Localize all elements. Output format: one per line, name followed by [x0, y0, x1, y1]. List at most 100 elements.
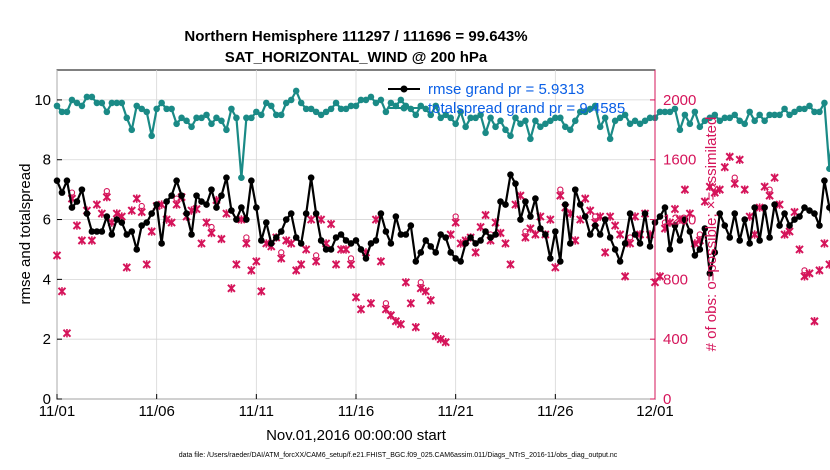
- totalspread-point: [248, 114, 255, 122]
- obs-assimilated-marker: [197, 239, 206, 248]
- totalspread-point: [457, 108, 464, 116]
- legend: rmse grand pr = 5.9313 totalspread grand…: [388, 81, 625, 117]
- rmse-point: [821, 177, 828, 184]
- totalspread-point: [118, 99, 126, 107]
- totalspread-point: [357, 96, 365, 104]
- obs-assimilated-marker: [456, 239, 465, 248]
- obs-assimilated-marker: [620, 272, 630, 281]
- totalspread-point: [781, 105, 788, 113]
- rmse-point: [153, 201, 160, 208]
- legend-rmse-marker: [400, 85, 408, 93]
- obs-assimilated-marker: [556, 191, 565, 200]
- obs-possible-marker: [557, 186, 564, 193]
- totalspread-point: [158, 99, 165, 107]
- rmse-point: [761, 204, 768, 211]
- obs-assimilated-marker: [147, 227, 156, 236]
- obs-assimilated-marker: [366, 299, 376, 308]
- totalspread-point: [606, 135, 614, 143]
- rmse-point: [173, 177, 180, 184]
- rmse-point: [78, 186, 86, 193]
- obs-assimilated-marker: [795, 245, 804, 254]
- rmse-point: [263, 219, 270, 226]
- y2-tick-label: 1600: [663, 152, 696, 169]
- rmse-point: [656, 213, 664, 220]
- totalspread-point: [796, 105, 803, 113]
- rmse-point: [522, 198, 529, 205]
- rmse-point: [507, 171, 514, 178]
- rmse-point: [367, 240, 375, 247]
- rmse-point: [666, 246, 674, 253]
- rmse-point: [731, 210, 739, 217]
- totalspread-point: [696, 123, 704, 131]
- obs-assimilated-marker: [441, 337, 450, 347]
- rmse-point: [571, 186, 579, 193]
- rmse-point: [68, 204, 76, 211]
- obs-assimilated-marker: [87, 236, 97, 245]
- rmse-point: [646, 243, 654, 250]
- totalspread-point: [93, 99, 101, 107]
- rmse-point: [243, 216, 250, 223]
- totalspread-point: [432, 102, 440, 110]
- rmse-point: [437, 231, 445, 238]
- rmse-point: [213, 204, 220, 211]
- rmse-point: [576, 201, 584, 208]
- obs-assimilated-marker: [740, 185, 749, 194]
- axes: 11/01 11/06 11/11 11/16 11/21 11/26 12/0102468…: [34, 70, 696, 420]
- obs-possible-marker: [382, 300, 390, 307]
- rmse-point: [721, 222, 729, 229]
- obs-assimilated-marker: [451, 218, 460, 227]
- totalspread-point: [641, 117, 649, 125]
- rmse-point: [811, 210, 818, 217]
- rmse-point: [786, 222, 793, 229]
- totalspread-point: [312, 108, 320, 116]
- rmse-point: [372, 237, 380, 244]
- rmse-point: [93, 228, 101, 235]
- totalspread-point: [462, 123, 469, 131]
- rmse-point: [686, 228, 694, 235]
- obs-assimilated-marker: [506, 260, 515, 269]
- rmse-point: [148, 210, 155, 217]
- obs-assimilated-marker: [252, 257, 261, 266]
- rmse-point: [98, 228, 106, 235]
- x-tick-label: 11/11: [239, 403, 274, 420]
- obs-assimilated-marker: [102, 192, 112, 202]
- obs-assimilated-marker: [730, 179, 739, 188]
- totalspread-point: [98, 99, 106, 107]
- totalspread-point: [73, 99, 81, 107]
- rmse-point: [277, 228, 285, 235]
- obs-assimilated-marker: [282, 236, 291, 245]
- totalspread-point: [472, 114, 479, 122]
- obs-assimilated-marker: [501, 239, 510, 248]
- rmse-point: [746, 240, 753, 247]
- totalspread-point: [397, 96, 405, 104]
- y-tick-label: 8: [43, 152, 51, 169]
- rmse-point: [327, 246, 335, 253]
- rmse-point: [527, 213, 534, 220]
- totalspread-point: [636, 120, 644, 128]
- rmse-point: [452, 255, 459, 262]
- rmse-point: [168, 192, 175, 199]
- rmse-point: [547, 255, 554, 262]
- rmse-point: [621, 240, 629, 247]
- totalspread-point: [492, 123, 499, 131]
- rmse-point: [58, 189, 66, 196]
- rmse-point: [512, 180, 519, 187]
- obs-possible-marker: [801, 267, 808, 274]
- totalspread-point: [228, 105, 235, 113]
- obs-assimilated-marker: [600, 248, 610, 257]
- rmse-point: [591, 222, 599, 229]
- totalspread-point: [452, 120, 459, 128]
- rmse-point: [322, 246, 330, 253]
- totalspread-point: [626, 120, 634, 128]
- rmse-point: [442, 234, 450, 241]
- rmse-point: [611, 246, 619, 253]
- rmse-point: [552, 228, 559, 235]
- obs-assimilated-marker: [376, 257, 386, 266]
- obs-assimilated-marker: [316, 215, 326, 224]
- rmse-point: [402, 231, 410, 238]
- rmse-point: [317, 237, 325, 244]
- rmse-point: [467, 234, 474, 241]
- rmse-point: [606, 234, 614, 241]
- rmse-point: [701, 225, 709, 232]
